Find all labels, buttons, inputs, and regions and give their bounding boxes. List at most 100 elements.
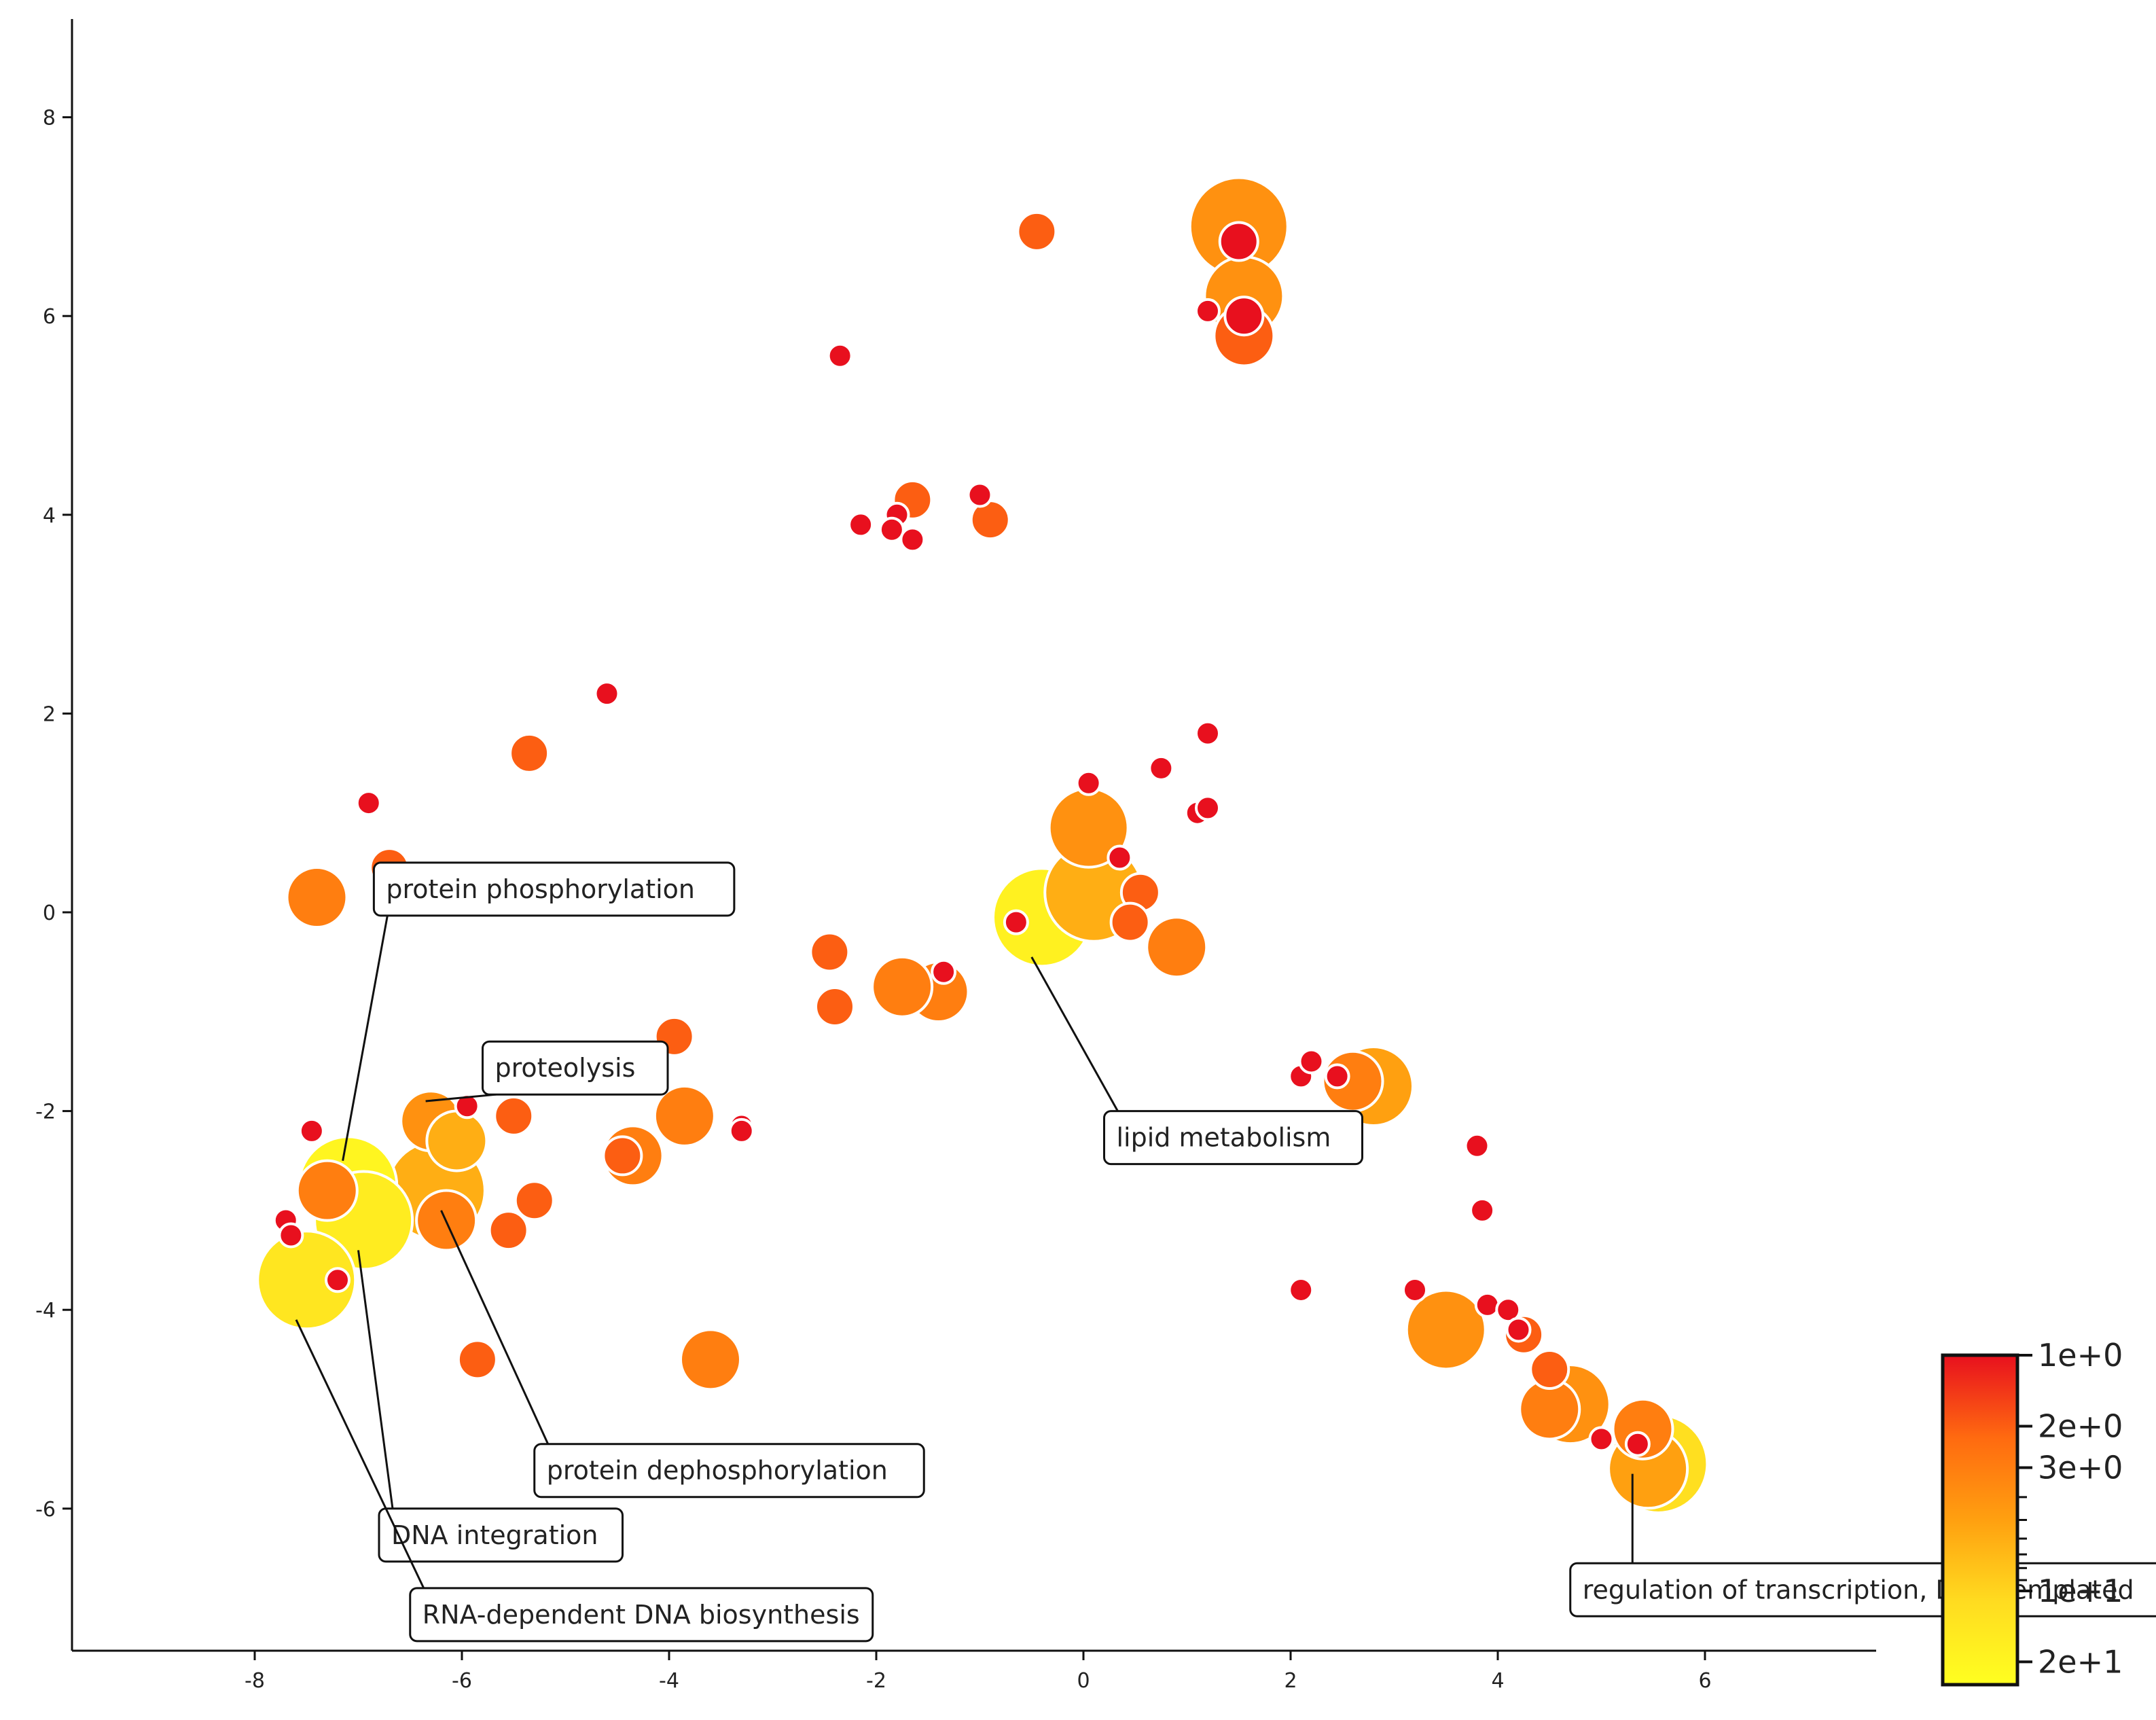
annotation-box [533, 1443, 925, 1499]
annotation-label: protein dephosphorylation [547, 1456, 888, 1486]
annotation-label: regulation of transcription, DNA-templat… [1583, 1575, 2134, 1605]
annotation-box [482, 1040, 669, 1096]
color-bar-label: 2e+0 [2038, 1408, 2123, 1444]
annotation-leader-line [1030, 956, 1119, 1112]
data-point-28 [1109, 901, 1151, 943]
ticks: -8 -6 -4 -2 0 2 4 6 8 6 4 2 0 -2 -4 -6 [35, 107, 1711, 1693]
annotation-leader-line [342, 915, 389, 1162]
color-bar-label: 2e+1 [2038, 1643, 2123, 1680]
data-point-20 [1195, 720, 1221, 747]
data-point-57 [256, 1230, 357, 1331]
data-point-49 [425, 1109, 488, 1172]
x-tick-label: -8 [245, 1669, 265, 1693]
data-point-23 [1195, 795, 1221, 821]
y-tick-label: 0 [43, 901, 56, 925]
data-point-50 [514, 1180, 555, 1221]
data-point-69 [1288, 1276, 1314, 1303]
data-point-44 [679, 1328, 742, 1391]
data-point-51 [488, 1210, 529, 1251]
data-point-39 [653, 1084, 716, 1147]
data-point-71 [1405, 1289, 1487, 1371]
x-tick-label: -4 [659, 1669, 679, 1693]
x-tick-label: -2 [866, 1669, 886, 1693]
annotation-0: protein phosphorylation [342, 861, 736, 1162]
x-tick-label: -6 [452, 1669, 472, 1693]
data-point-75 [1505, 1316, 1532, 1343]
data-point-37 [931, 958, 957, 985]
annotation-leader-line [357, 1250, 394, 1509]
y-tick-label: -4 [35, 1299, 56, 1323]
data-point-13 [967, 482, 993, 508]
data-point-24 [1075, 770, 1102, 796]
annotation-label: DNA integration [391, 1520, 598, 1550]
data-point-16 [509, 732, 550, 774]
y-tick-label: -2 [35, 1100, 56, 1124]
y-tick-label: -6 [35, 1498, 56, 1522]
data-point-10 [848, 512, 874, 538]
annotations: protein phosphorylation proteolysis lipid … [295, 861, 2156, 1643]
data-point-76 [1529, 1348, 1570, 1390]
data-point-41 [602, 1135, 643, 1177]
annotation-5: RNA-dependent DNA biosynthesis [295, 1319, 874, 1643]
data-point-83 [1624, 1431, 1651, 1457]
points-layer [256, 176, 1709, 1514]
data-point-36 [871, 955, 934, 1018]
color-scale-legend: 1e+0 2e+0 3e+0 1e+1 2e+1 [1941, 1337, 2123, 1687]
data-point-59 [278, 1222, 304, 1249]
annotation-label: lipid metabolism [1117, 1123, 1331, 1153]
annotation-4: DNA integration [357, 1250, 624, 1563]
data-point-4 [1223, 295, 1265, 337]
y-tick-label: 4 [43, 504, 56, 528]
data-point-5 [1195, 298, 1221, 324]
data-point-73 [1495, 1297, 1522, 1323]
color-bar-label: 1e+0 [2038, 1337, 2123, 1374]
data-point-68 [1469, 1197, 1496, 1223]
data-point-12 [899, 526, 926, 553]
annotation-box [409, 1587, 874, 1643]
data-point-43 [728, 1117, 755, 1144]
annotation-label: protein phosphorylation [386, 874, 695, 904]
annotation-2: lipid metabolism [1030, 956, 1363, 1166]
data-point-46 [493, 1095, 535, 1136]
color-bar-label: 3e+0 [2038, 1450, 2123, 1486]
data-point-17 [355, 790, 382, 817]
annotation-box [372, 861, 736, 917]
color-bar [1941, 1353, 2019, 1687]
data-point-60 [298, 1117, 325, 1144]
annotation-leader-line [425, 1093, 497, 1103]
data-point-34 [814, 986, 855, 1027]
data-point-47 [454, 1093, 480, 1119]
data-point-79 [1588, 1426, 1615, 1452]
data-point-1 [1218, 221, 1259, 262]
data-point-45 [456, 1339, 498, 1380]
data-point-67 [1464, 1132, 1490, 1159]
color-bar-ticks: 1e+0 2e+0 3e+0 1e+1 2e+1 [2017, 1337, 2123, 1680]
data-point-32 [1003, 909, 1029, 935]
data-point-6 [1016, 211, 1058, 252]
data-point-7 [827, 342, 853, 369]
data-point-70 [1402, 1276, 1428, 1303]
x-tick-label: 4 [1491, 1669, 1504, 1693]
data-point-15 [594, 681, 620, 707]
annotation-leader-line [295, 1319, 425, 1589]
data-point-21 [1148, 755, 1174, 781]
axes [71, 19, 1876, 1652]
annotation-3: protein dephosphorylation [440, 1210, 925, 1499]
x-tick-label: 6 [1698, 1669, 1711, 1693]
y-tick-label: 6 [43, 305, 56, 329]
data-point-61 [325, 1267, 351, 1293]
annotation-leader-line [440, 1210, 550, 1445]
data-point-72 [1474, 1291, 1501, 1318]
color-bar-label: 1e+1 [2038, 1573, 2123, 1609]
x-tick-label: 2 [1284, 1669, 1297, 1693]
data-point-26 [1107, 844, 1133, 871]
annotation-box [378, 1507, 624, 1563]
data-point-63 [1298, 1048, 1325, 1075]
annotation-label: proteolysis [495, 1053, 636, 1083]
y-tick-label: 8 [43, 107, 56, 130]
annotation-1: proteolysis [425, 1040, 669, 1103]
data-point-55 [295, 1159, 359, 1222]
y-tick-label: 2 [43, 702, 56, 726]
data-point-19 [285, 866, 348, 929]
